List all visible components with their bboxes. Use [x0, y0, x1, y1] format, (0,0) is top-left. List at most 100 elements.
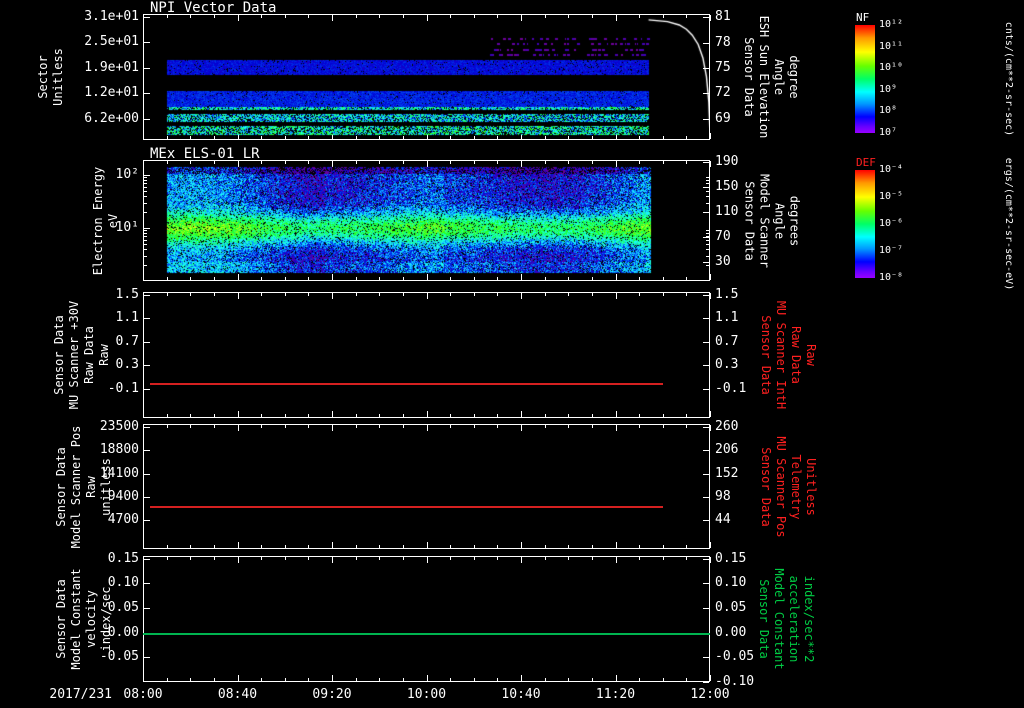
y-tick-label-left: -0.05 [99, 649, 139, 664]
x-tick [616, 293, 617, 299]
y-tick-right [703, 450, 709, 451]
x-tick [379, 545, 380, 548]
colorbar-NF [855, 25, 875, 133]
x-tick [379, 414, 380, 417]
x-tick [379, 425, 380, 428]
y-tick-label-right: 0.05 [715, 600, 747, 615]
y-tick-label-left: 1.1 [115, 310, 139, 325]
y-tick-label-right: 206 [715, 442, 739, 457]
x-tick [474, 414, 475, 417]
panel-frame-3 [143, 424, 710, 549]
x-tick [545, 414, 546, 417]
y-tick-label-right: 30 [715, 254, 731, 269]
axis-label-left-1-line: eV [106, 213, 120, 228]
x-tick [710, 274, 711, 280]
y-tick-right [703, 559, 709, 560]
y-tick-label-left: 0.15 [107, 551, 139, 566]
panel-els-title: MEx ELS-01 LR [150, 146, 260, 162]
x-tick [379, 557, 380, 560]
x-tick [167, 414, 168, 417]
y-tick-label-left: 14100 [99, 466, 139, 481]
x-tick [190, 557, 191, 560]
y-tick-label-right: 78 [715, 35, 731, 50]
x-tick [143, 675, 144, 681]
y-tick-right [703, 427, 709, 428]
x-tick [710, 675, 711, 681]
y-tick-label-left: 10¹ [115, 220, 139, 235]
axis-label-right-2: Raw Raw Data MU Scanner IntH Sensor Data [758, 297, 818, 413]
x-tick [639, 293, 640, 296]
x-tick [238, 542, 239, 548]
x-tick [167, 425, 168, 428]
x-tick [616, 411, 617, 417]
y-tick-right [703, 583, 709, 584]
y-tick-label-right: 150 [715, 179, 739, 194]
x-tick [308, 678, 309, 681]
y-tick-label-right: 190 [715, 154, 739, 169]
x-tick [403, 557, 404, 560]
x-tick [143, 411, 144, 417]
x-tick [710, 161, 711, 167]
y-tick-label-right: 70 [715, 229, 731, 244]
x-tick [663, 425, 664, 428]
x-tick [238, 557, 239, 563]
y-tick-right [703, 318, 709, 319]
axis-label-left-4-line: velocity [83, 590, 98, 648]
axis-label-right-2-line: Sensor Data [759, 315, 773, 395]
x-tick [427, 557, 428, 563]
axis-label-left-2-line: Raw [97, 344, 111, 366]
y-tick-label-right: 0.7 [715, 334, 739, 349]
x-tick [616, 542, 617, 548]
axis-label-left-3-line: Sensor Data [53, 446, 68, 527]
x-tick [686, 545, 687, 548]
y-tick-label-right: 69 [715, 111, 731, 126]
axis-label-right-1-line: Model Scanner [756, 173, 771, 268]
x-tick [450, 293, 451, 296]
colorbar-tick-label: 10¹⁰ [879, 62, 904, 74]
y-tick-label-right: 260 [715, 419, 739, 434]
x-tick [356, 545, 357, 548]
x-tick [403, 425, 404, 428]
axis-label-right-4: index/sec**2 acceleration Model Constant Se… [756, 565, 816, 673]
axis-label-right-4-line: Model Constant [771, 568, 786, 670]
axis-label-right-3-line: MU Scanner Pos [773, 435, 788, 538]
colorbar-nf-title: NF [856, 11, 870, 24]
y-tick-label-right: 0.10 [715, 575, 747, 590]
x-tick [521, 293, 522, 299]
axis-label-left-4-line: index/sec [98, 586, 113, 652]
x-tick [710, 411, 711, 417]
x-tick [261, 414, 262, 417]
y-tick-label-left: 4700 [107, 512, 139, 527]
y-tick-label-right: 44 [715, 512, 731, 527]
axis-label-left-2-line: Sensor Data [52, 315, 66, 395]
x-tick [568, 678, 569, 681]
x-tick [521, 542, 522, 548]
y-tick-label-right: 0.00 [715, 625, 747, 640]
axis-label-right-4-line: acceleration [786, 575, 801, 663]
x-tick [238, 411, 239, 417]
x-tick [474, 425, 475, 428]
x-tick [474, 557, 475, 560]
x-tick [568, 414, 569, 417]
x-tick-label: 08:00 [123, 687, 163, 702]
axis-label-right-2-line: Raw Data [789, 326, 803, 384]
x-tick [214, 425, 215, 428]
axis-label-left-0: Sector Unitless [36, 45, 66, 109]
x-tick [143, 274, 144, 280]
x-tick [332, 411, 333, 417]
x-tick [639, 414, 640, 417]
y-tick-label-right: 1.5 [715, 287, 739, 302]
x-tick [592, 425, 593, 428]
x-tick [214, 557, 215, 560]
y-tick-label-right: 72 [715, 85, 731, 100]
axis-label-right-4-line: Sensor Data [756, 579, 771, 659]
x-tick [308, 293, 309, 296]
x-tick [143, 293, 144, 299]
x-tick [238, 425, 239, 431]
x-tick [261, 425, 262, 428]
colorbar-def-title: DEF [856, 156, 876, 169]
axis-label-right-3-line: Unitless [803, 457, 818, 516]
x-tick [710, 557, 711, 563]
x-tick [686, 557, 687, 560]
